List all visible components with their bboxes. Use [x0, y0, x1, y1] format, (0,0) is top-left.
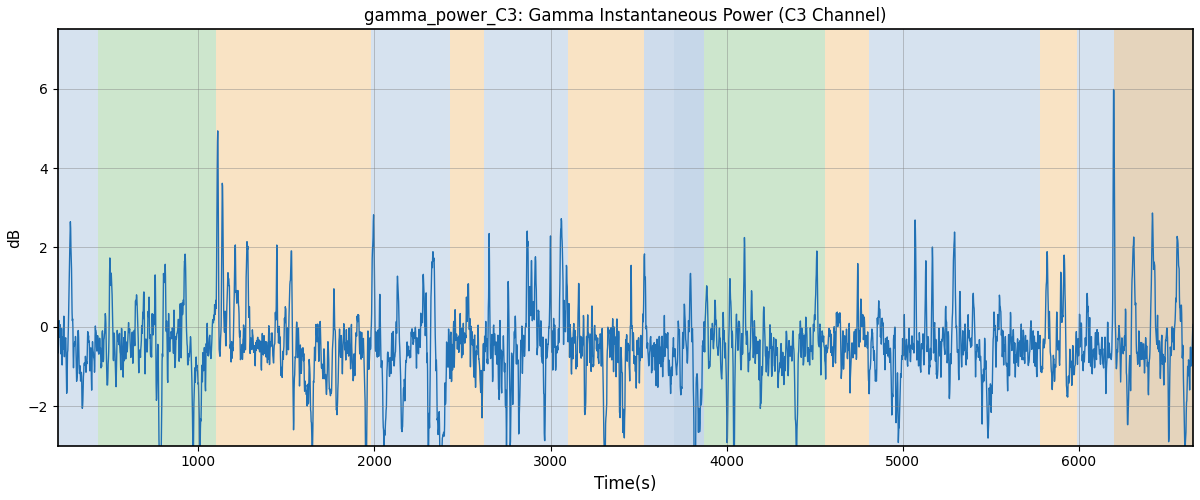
Y-axis label: dB: dB	[7, 228, 22, 248]
Bar	[568, 30, 644, 446]
Bar	[826, 30, 869, 446]
Bar	[1114, 30, 1193, 446]
Bar	[673, 30, 703, 446]
Bar	[1076, 30, 1193, 446]
Bar	[450, 30, 484, 446]
Title: gamma_power_C3: Gamma Instantaneous Power (C3 Channel): gamma_power_C3: Gamma Instantaneous Powe…	[364, 7, 887, 25]
Bar	[644, 30, 673, 446]
Bar	[216, 30, 371, 446]
Bar	[869, 30, 1040, 446]
Bar	[484, 30, 568, 446]
Bar	[58, 30, 98, 446]
Bar	[98, 30, 216, 446]
Bar	[371, 30, 450, 446]
Bar	[703, 30, 826, 446]
Bar	[1040, 30, 1076, 446]
X-axis label: Time(s): Time(s)	[594, 475, 656, 493]
